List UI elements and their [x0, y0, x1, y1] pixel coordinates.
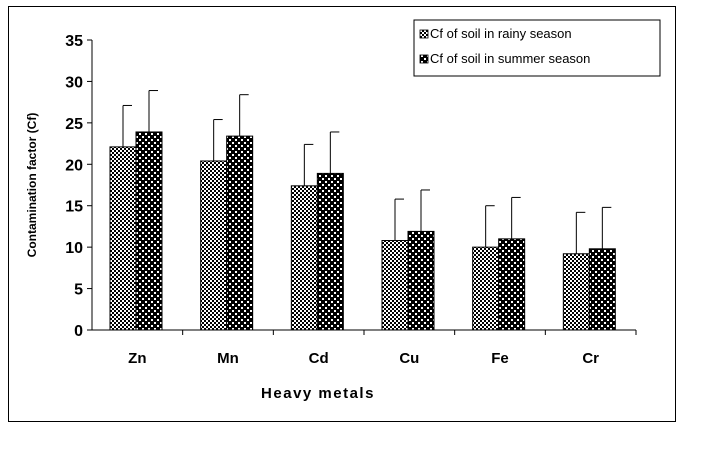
bar: [588, 248, 616, 331]
x-tick-label: Cd: [309, 350, 329, 367]
y-tick-label: 15: [65, 199, 83, 216]
bar: [316, 172, 344, 331]
bar: [200, 160, 228, 331]
bar: [109, 146, 137, 331]
legend: Cf of soil in rainy season Cf of soil in…: [413, 19, 661, 77]
legend-swatch-rainy: [419, 29, 429, 39]
y-axis-ticks: 0 5 10 15 20 25 30 35: [65, 33, 92, 340]
y-tick-label: 20: [65, 157, 83, 174]
bar: [290, 185, 318, 331]
x-tick-label: Mn: [217, 350, 239, 367]
bar: [498, 238, 526, 331]
y-axis-label: Contamination factor (Cf): [25, 113, 39, 258]
legend-swatch-summer: [419, 54, 429, 64]
x-tick-label: Cr: [582, 350, 599, 367]
x-axis-ticks: Zn Mn Cd Cu Fe Cr: [128, 330, 637, 367]
bar: [226, 135, 254, 331]
bar: [135, 131, 163, 331]
y-tick-label: 35: [65, 33, 83, 50]
error-bars: [122, 90, 612, 254]
y-tick-label: 25: [65, 116, 83, 133]
bar: [562, 253, 590, 331]
y-tick-label: 30: [65, 74, 83, 91]
bars: [109, 131, 616, 331]
x-axis-label: Heavy metals: [261, 385, 375, 402]
axes: [91, 40, 636, 331]
y-tick-label: 10: [65, 240, 83, 257]
x-tick-label: Zn: [128, 350, 146, 367]
y-tick-label: 5: [74, 282, 83, 299]
legend-label-rainy: Cf of soil in rainy season: [430, 26, 572, 41]
x-tick-label: Fe: [491, 350, 509, 367]
y-tick-label: 0: [74, 323, 83, 340]
legend-label-summer: Cf of soil in summer season: [430, 51, 590, 66]
bar: [407, 230, 435, 331]
x-tick-label: Cu: [399, 350, 419, 367]
bar: [381, 240, 409, 331]
legend-box: [413, 19, 661, 77]
bar: [472, 246, 500, 331]
